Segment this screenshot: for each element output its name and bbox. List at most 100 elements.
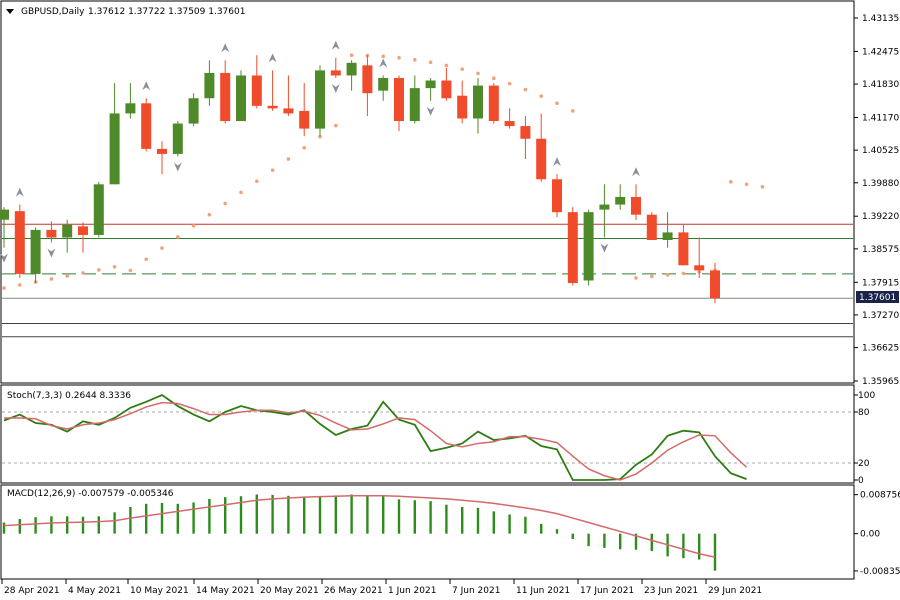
macd-bar [192, 502, 195, 534]
sar-dot [318, 134, 322, 139]
macd-panel-frame [0, 484, 855, 580]
macd-bar [350, 494, 353, 534]
candle [62, 224, 73, 238]
main-panel[interactable]: GBPUSD,Daily 1.37612 1.37722 1.37509 1.3… [0, 0, 899, 387]
candle [330, 70, 341, 76]
sar-dot [18, 283, 22, 287]
candle [520, 126, 531, 139]
sar-dot [539, 94, 543, 98]
macd-bar [397, 499, 401, 534]
candle [694, 265, 705, 271]
sar-dot [65, 274, 69, 278]
y-tick-label: 0.008756 [860, 491, 900, 501]
candle [567, 212, 578, 284]
x-tick-label: 17 Jun 2021 [580, 586, 634, 596]
candle [315, 70, 325, 129]
stochastic-panel[interactable]: Stoch(7,3,3) 0.2644 8.3336 100 80 20 0 [0, 384, 875, 486]
fractal-up-arrow [221, 43, 230, 53]
candle [14, 211, 25, 274]
macd-bar [66, 516, 69, 534]
macd-bar [413, 500, 416, 534]
dropdown-triangle-icon[interactable] [6, 9, 14, 14]
candle [109, 113, 120, 185]
x-tick-label: 1 Jun 2021 [388, 586, 436, 596]
candle [93, 184, 104, 235]
candle [536, 138, 547, 180]
time-axis: 28 Apr 2021 4 May 2021 10 May 2021 14 May 2… [1, 579, 762, 596]
macd-bar [2, 522, 6, 534]
y-tick-label: 100 [858, 391, 875, 401]
sar-dot [492, 76, 496, 81]
sar-dot [507, 81, 512, 86]
macd-bar [97, 516, 100, 534]
y-tick-label: 1.42475 [862, 47, 899, 57]
sar-dot [239, 190, 243, 195]
y-tick-label: 1.37915 [862, 278, 899, 288]
macd-bar [682, 533, 685, 559]
candle [378, 77, 389, 91]
y-tick-label: 0.00 [860, 530, 880, 540]
sar-dot [665, 273, 670, 277]
x-tick-label: 23 Jun 2021 [644, 586, 698, 596]
macd-bar [34, 517, 37, 534]
fractal-up-arrow [15, 187, 24, 197]
macd-signal-line [3, 495, 716, 559]
x-tick-label: 11 Jun 2021 [516, 586, 570, 596]
candle [457, 95, 468, 119]
sar-dot [634, 276, 638, 280]
fractal-down-arrow [47, 248, 56, 258]
macd-axis: 0.008756 0.00 -0.008357 [854, 491, 900, 577]
sar-dot [49, 277, 54, 281]
x-tick-label: 20 May 2021 [260, 586, 319, 596]
sar-dot [476, 71, 480, 76]
macd-bar [587, 533, 590, 547]
sar-dot [397, 55, 401, 60]
candles [0, 55, 720, 304]
stochastic-panel-frame [0, 384, 855, 484]
y-tick-label: 1.39220 [862, 212, 899, 222]
stochastic-lines [2, 393, 853, 481]
sar-dot [428, 60, 433, 65]
sar-dot [254, 179, 259, 184]
macd-bar [239, 496, 243, 534]
sar-dot [413, 57, 417, 62]
macd-bar [713, 533, 717, 571]
macd-title: MACD(12,26,9) -0.007579 -0.005346 [7, 489, 174, 499]
sar-dot [191, 224, 196, 228]
fractal-up-arrow [268, 53, 277, 63]
macd-bar [255, 494, 258, 534]
fractal-up-arrow [553, 157, 561, 167]
macd-bar [382, 495, 385, 534]
candle [283, 108, 294, 114]
y-tick-label: 1.35965 [862, 377, 899, 387]
macd-bar [224, 497, 227, 534]
sar-dot [286, 157, 291, 161]
fractal-down-arrow [426, 106, 435, 116]
candle [710, 270, 720, 299]
ohlc-readout: 1.37612 1.37722 1.37509 1.37601 [88, 7, 245, 17]
macd-bar [571, 533, 574, 540]
macd-bar [50, 516, 53, 534]
stochastic-signal-line [4, 401, 748, 481]
current-price-tag: 1.37601 [856, 291, 899, 303]
symbol-title: GBPUSD,Daily [21, 7, 85, 17]
macd-bar [318, 496, 322, 534]
sar-dot [523, 87, 528, 92]
candle [172, 123, 183, 154]
y-tick-label: 1.40525 [862, 146, 899, 156]
macd-bar [698, 533, 701, 560]
macd-panel[interactable]: MACD(12,26,9) -0.007579 -0.005346 0.0087… [0, 484, 900, 580]
macd-bar [176, 503, 179, 534]
x-tick-label: 28 Apr 2021 [4, 586, 60, 596]
macd-bar [18, 518, 21, 534]
macd-bar [476, 507, 480, 534]
stochastic-main-line [3, 393, 747, 481]
sar-dot [144, 257, 148, 262]
sar-dot [2, 286, 6, 290]
candle [615, 196, 626, 205]
candle [46, 229, 57, 238]
macd-bar [303, 496, 306, 534]
macd-bar [81, 516, 85, 534]
macd-bar [129, 506, 132, 534]
